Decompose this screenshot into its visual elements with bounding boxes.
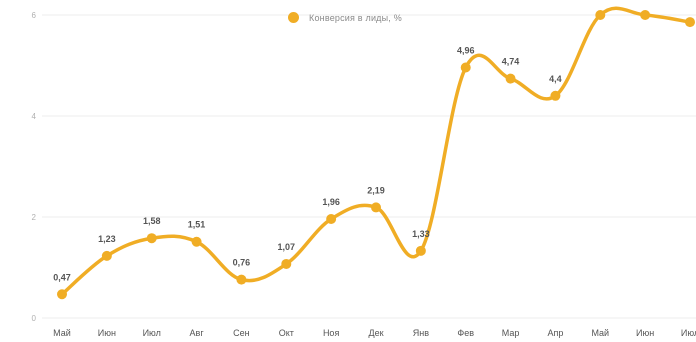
data-label: 1,23	[98, 234, 116, 244]
y-tick-label: 4	[32, 112, 37, 121]
data-point	[146, 233, 157, 244]
x-tick-label: Авг	[190, 328, 205, 338]
x-tick-label: Ноя	[323, 328, 340, 338]
x-axis-ticks: Май Июн Июл Авг Сен Окт Ноя Дек Янв Фев Мар Апр Май И…	[53, 328, 696, 338]
y-tick-label: 6	[32, 11, 37, 20]
data-labels-layer: 0,47 1,23 1,58 1,51 0,76 1,07 1,96 2,19 1,33 4,96…	[53, 46, 561, 283]
data-point	[101, 250, 112, 261]
x-tick-label: Июн	[98, 328, 116, 338]
data-point	[550, 90, 561, 101]
data-label: 1,58	[143, 216, 161, 226]
x-tick-label: Май	[591, 328, 609, 338]
x-tick-label: Сен	[233, 328, 250, 338]
data-point	[640, 10, 651, 20]
x-tick-label: Июл	[143, 328, 161, 338]
x-tick-label: Янв	[413, 328, 429, 338]
data-point	[505, 73, 516, 84]
data-label: 4,4	[549, 74, 562, 84]
data-label: 1,07	[278, 242, 296, 252]
x-tick-label: Июн	[636, 328, 654, 338]
data-label: 4,74	[502, 57, 520, 67]
data-label: 4,96	[457, 46, 475, 56]
data-label: 1,51	[188, 220, 206, 230]
data-label: 0,47	[53, 272, 71, 282]
data-label: 2,19	[367, 185, 385, 195]
data-label: 0,76	[233, 258, 251, 268]
legend-label: Конверсия в лиды, %	[309, 12, 402, 23]
data-point	[460, 62, 471, 73]
data-point	[236, 274, 247, 285]
data-point	[371, 202, 381, 213]
x-tick-label: Мар	[502, 328, 520, 338]
grid-lines	[42, 14, 696, 319]
data-point	[685, 17, 695, 28]
series-line-layer	[60, 6, 692, 297]
x-tick-label: Май	[53, 328, 71, 338]
data-point	[595, 10, 606, 20]
legend: Конверсия в лиды, %	[288, 12, 402, 23]
y-tick-label: 0	[32, 314, 37, 323]
series-line	[60, 6, 692, 297]
data-point	[191, 236, 202, 247]
series-points-layer	[57, 10, 695, 300]
data-point	[57, 289, 67, 300]
y-tick-label: 2	[32, 213, 37, 222]
x-tick-label: Фев	[457, 328, 474, 338]
x-tick-label: Окт	[279, 328, 294, 338]
x-tick-label: Апр	[547, 328, 563, 338]
x-tick-label: Июл	[681, 328, 696, 338]
legend-swatch	[288, 12, 299, 23]
y-axis-ticks: 0 2 4 6	[32, 11, 37, 323]
data-label: 1,33	[412, 229, 430, 239]
data-point	[281, 258, 292, 269]
data-point	[415, 245, 426, 256]
data-label: 1,96	[322, 197, 340, 207]
data-point	[326, 214, 337, 225]
x-tick-label: Дек	[368, 328, 383, 338]
